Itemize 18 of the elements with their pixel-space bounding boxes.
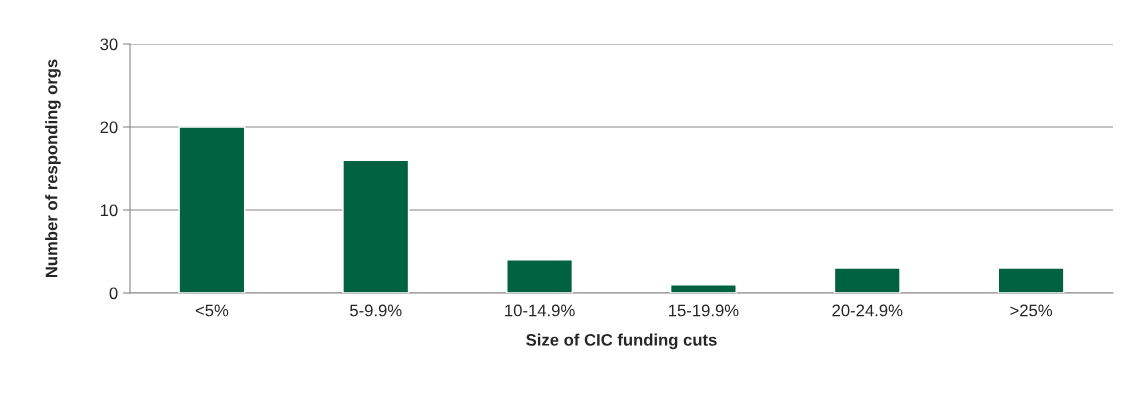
bar [669, 284, 737, 293]
bar [506, 259, 574, 293]
x-tick-label: >25% [1010, 304, 1053, 317]
x-tick-label: 5-9.9% [350, 304, 402, 317]
bar [178, 126, 246, 293]
x-tick-label: <5% [195, 304, 229, 317]
bar [342, 159, 410, 293]
y-axis-title: Number of responding orgs [45, 59, 61, 278]
x-axis-title: Size of CIC funding cuts [526, 333, 717, 350]
bar [833, 267, 901, 293]
y-tick-label: 10 [100, 204, 118, 217]
x-tick-label: 10-14.9% [505, 304, 575, 317]
bar [997, 267, 1065, 293]
y-tick-label: 0 [109, 287, 118, 300]
y-tick-label: 30 [100, 38, 118, 51]
x-tick-label: 15-19.9% [669, 304, 739, 317]
x-tick-label: 20-24.9% [832, 304, 903, 317]
y-tick-label: 20 [100, 121, 118, 134]
